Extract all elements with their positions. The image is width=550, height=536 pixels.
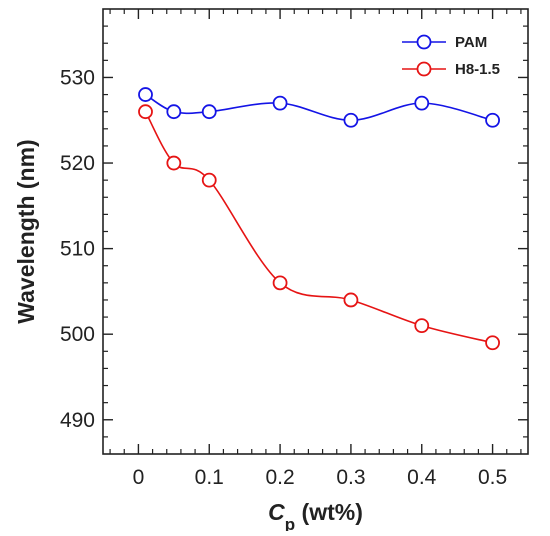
data-point-h8-1.5 bbox=[166, 155, 182, 171]
data-point-h8-1.5 bbox=[414, 318, 430, 334]
data-point-pam bbox=[272, 95, 288, 111]
data-point-pam bbox=[485, 112, 500, 128]
data-point-pam bbox=[201, 104, 217, 120]
y-tick-label: 490 bbox=[60, 409, 95, 432]
x-axis-title: Cp (wt%) bbox=[268, 499, 363, 531]
x-axis-unit: (wt%) bbox=[295, 499, 363, 525]
legend-label-h8-1.5: H8-1.5 bbox=[455, 61, 500, 78]
y-tick-label: 510 bbox=[60, 238, 95, 261]
x-tick-label: 0 bbox=[133, 466, 145, 489]
data-point-h8-1.5 bbox=[343, 292, 359, 308]
data-point-h8-1.5 bbox=[201, 172, 217, 188]
x-tick-label: 0.5 bbox=[478, 466, 507, 489]
data-point-h8-1.5 bbox=[485, 335, 500, 351]
y-tick-label: 520 bbox=[60, 152, 95, 175]
series-line-h8-1.5 bbox=[144, 111, 493, 344]
x-tick-label: 0.1 bbox=[195, 466, 224, 489]
y-tick-label: 530 bbox=[60, 66, 95, 89]
legend-marker-pam bbox=[416, 34, 432, 50]
data-point-pam bbox=[138, 87, 153, 102]
legend-label-pam: PAM bbox=[455, 34, 487, 51]
legend-marker-h8-1.5 bbox=[416, 61, 432, 77]
series-line-pam bbox=[145, 93, 493, 122]
x-axis-symbol: C bbox=[268, 499, 285, 525]
x-tick-label: 0.3 bbox=[336, 466, 365, 489]
x-tick-label: 0.4 bbox=[407, 466, 437, 489]
y-axis-title: Wavelength (nm) bbox=[13, 139, 39, 323]
data-point-h8-1.5 bbox=[272, 275, 288, 291]
y-tick-label: 500 bbox=[60, 323, 95, 346]
data-point-h8-1.5 bbox=[138, 104, 153, 120]
data-point-pam bbox=[414, 95, 430, 111]
x-tick-label: 0.2 bbox=[265, 466, 294, 489]
data-point-pam bbox=[166, 104, 182, 120]
x-axis-subscript: p bbox=[285, 515, 295, 532]
data-point-pam bbox=[343, 112, 359, 128]
